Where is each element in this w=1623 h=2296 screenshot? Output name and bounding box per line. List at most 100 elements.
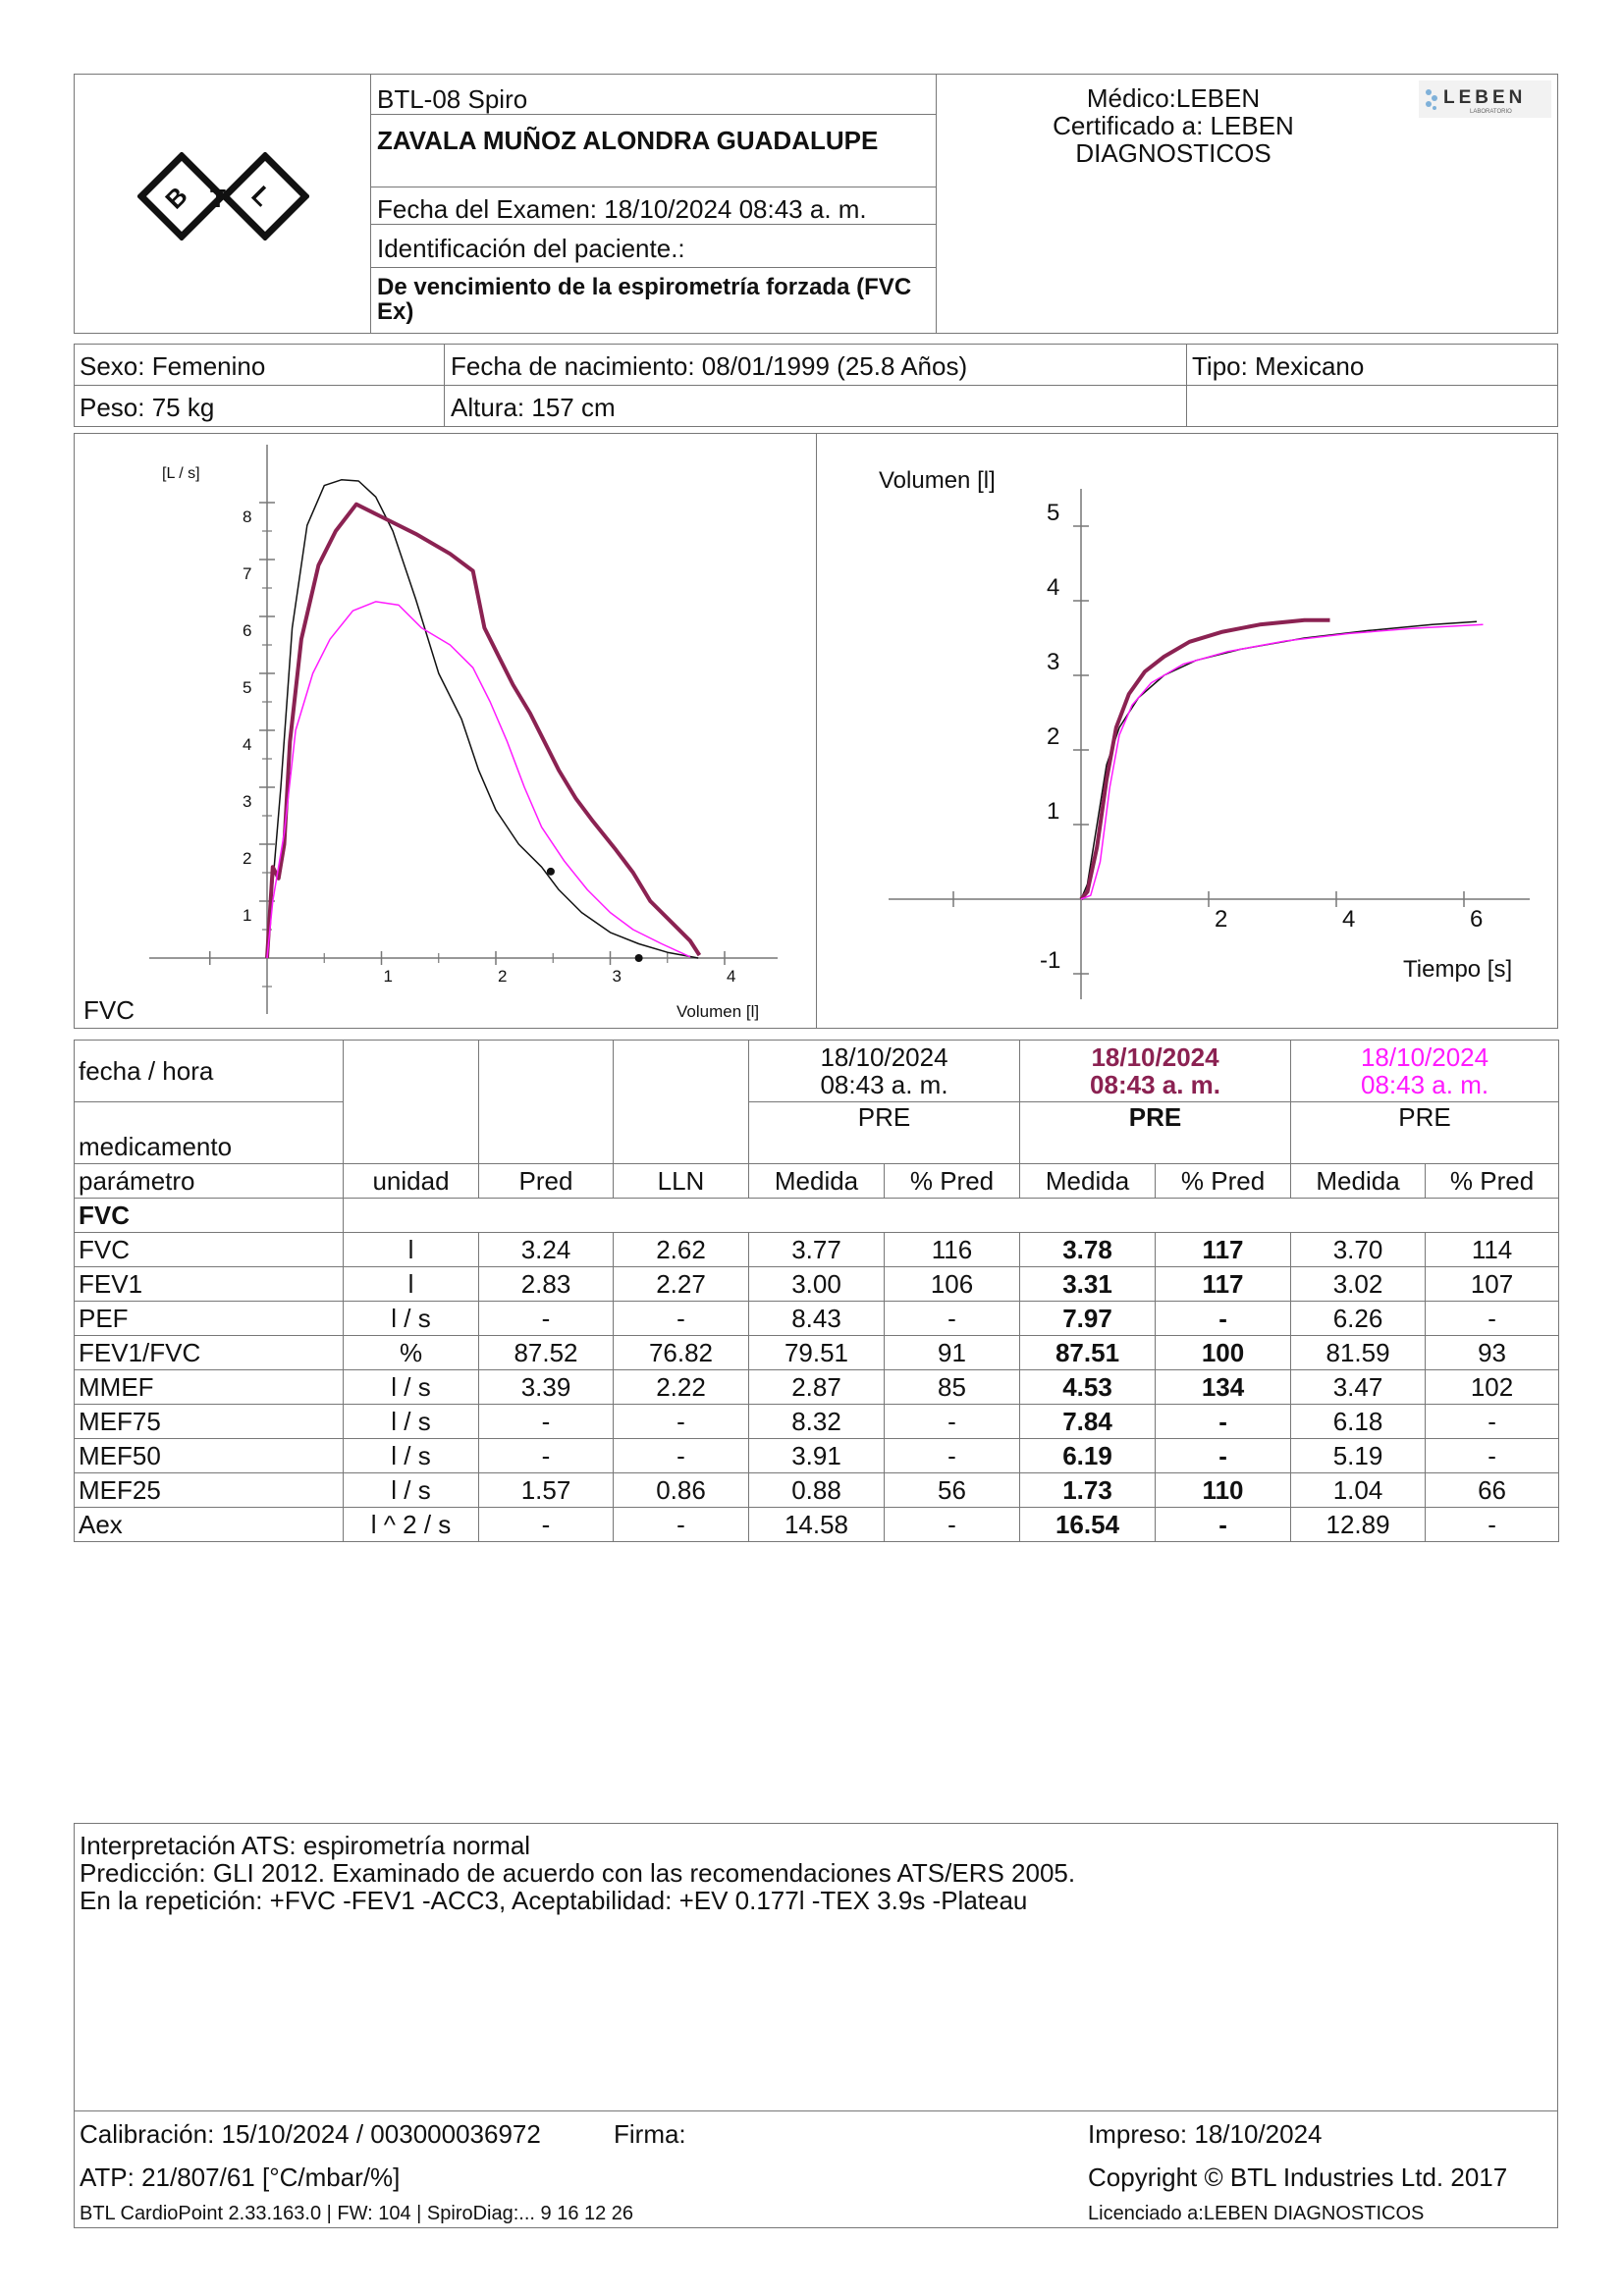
table-cell: 3.31 (1019, 1266, 1157, 1302)
table-cell: 106 (883, 1266, 1021, 1302)
patient-info-rule (74, 385, 1558, 386)
table-cell: - (478, 1438, 614, 1473)
table-cell: 3.24 (478, 1232, 614, 1267)
table-cell: 91 (883, 1335, 1021, 1370)
table-cell: 6.18 (1290, 1404, 1427, 1439)
table-row: MMEF l / s 3.39 2.22 2.87 85 4.53 134 3.47 102 (74, 1369, 1560, 1405)
table-cell: 81.59 (1290, 1335, 1427, 1370)
table-cell: 12.89 (1290, 1507, 1427, 1542)
y-tick-label: 2 (243, 849, 251, 868)
table-cell: - (1425, 1438, 1560, 1473)
table-row: MEF50 l / s - -3.91-6.19-5.19- (74, 1438, 1560, 1473)
table-cell: - (883, 1404, 1021, 1439)
trial-1-med: PRE (747, 1101, 1021, 1164)
doctor-name: Médico:LEBEN (1086, 83, 1261, 113)
patient-dob: Fecha de nacimiento: 08/01/1999 (25.8 Añ… (451, 351, 968, 381)
table-cell: 2.62 (613, 1232, 749, 1267)
table-cell: % (343, 1335, 479, 1370)
trial-1-time: 08:43 a. m. (820, 1070, 948, 1099)
table-cell: 7.97 (1019, 1301, 1157, 1336)
table-cell: - (1155, 1438, 1292, 1473)
table-cell: 3.70 (1290, 1232, 1427, 1267)
leben-logo: LEBEN LABORATORIO (1419, 80, 1551, 120)
table-cell: 7.84 (1019, 1404, 1157, 1439)
y-tick-label: 4 (243, 735, 251, 754)
y-tick-label: 3 (1047, 649, 1059, 675)
table-cell: 110 (1155, 1472, 1292, 1508)
table-cell: 66 (1425, 1472, 1560, 1508)
table-row: MEF75 l / s - -8.32-7.84-6.18- (74, 1404, 1560, 1439)
patient-info-divider (1186, 344, 1187, 427)
x-axis-label: Tiempo [s] (1403, 956, 1512, 983)
chart-corner-label: FVC (83, 995, 135, 1025)
table-cell: 79.51 (748, 1335, 885, 1370)
table-row: FEV1/FVC% 87.52 76.82 79.51 91 87.51 100 81.59 9… (74, 1335, 1560, 1370)
charts-divider (816, 433, 817, 1029)
flow-series-1 (266, 479, 699, 959)
x-tick-label: 3 (613, 967, 622, 986)
svg-text:T: T (210, 184, 226, 213)
table-cell: 3.39 (478, 1369, 614, 1405)
x-tick-label: 4 (727, 967, 735, 986)
col-header: % Pred (1155, 1163, 1292, 1199)
y-tick-label: 5 (1047, 500, 1059, 526)
table-cell: 117 (1155, 1232, 1292, 1267)
table-cell: 56 (883, 1472, 1021, 1508)
parameter-name: MMEF (74, 1369, 344, 1405)
calibration-info: Calibración: 15/10/2024 / 003000036972 (80, 2119, 541, 2149)
table-cell: - (1155, 1507, 1292, 1542)
table-cell: 1.04 (1290, 1472, 1427, 1508)
table-cell: 102 (1425, 1369, 1560, 1405)
table-cell: l / s (343, 1472, 479, 1508)
header-divider-2 (936, 74, 937, 334)
parameter-name: MEF75 (74, 1404, 344, 1439)
svg-text:B: B (159, 181, 192, 214)
flow-series-3 (266, 601, 691, 959)
y-tick-label: 6 (243, 621, 251, 640)
flow-series-2 (265, 502, 702, 959)
table-cell: 3.91 (748, 1438, 885, 1473)
x-tick-label: 1 (384, 967, 393, 986)
software-version: BTL CardioPoint 2.33.163.0 | FW: 104 | S… (80, 2203, 634, 2224)
x-tick-label: 4 (1342, 906, 1355, 933)
svg-text:L: L (245, 180, 278, 212)
table-cell: 0.88 (748, 1472, 885, 1508)
table-cell: - (1155, 1404, 1292, 1439)
patient-height: Altura: 157 cm (451, 393, 616, 422)
table-cell: 6.26 (1290, 1301, 1427, 1336)
section-label: FVC (74, 1198, 344, 1233)
interpretation-line: Interpretación ATS: espirometría normal (80, 1831, 531, 1860)
table-cell: 2.87 (748, 1369, 885, 1405)
table-cell: 4.53 (1019, 1369, 1157, 1405)
patient-type: Tipo: Mexicano (1192, 351, 1365, 381)
x-axis-label: Volumen [l] (676, 1002, 759, 1021)
table-cell: - (613, 1404, 749, 1439)
table-cell: 3.00 (748, 1266, 885, 1302)
table-cell: 117 (1155, 1266, 1292, 1302)
interpretation-box (74, 1823, 1558, 2228)
results-table: fecha / hora 18/10/2024 08:43 a. m. 18/1… (74, 1040, 1560, 1542)
table-cell: - (1425, 1507, 1560, 1542)
table-cell: l (343, 1232, 479, 1267)
patient-sex: Sexo: Femenino (80, 351, 266, 381)
table-cell: 14.58 (748, 1507, 885, 1542)
table-cell: - (613, 1507, 749, 1542)
trial-2-time: 08:43 a. m. (1090, 1070, 1221, 1099)
trial-3-datetime: 18/10/2024 08:43 a. m. (1290, 1040, 1560, 1102)
trial-2-med: PRE (1019, 1101, 1292, 1164)
table-cell: 0.86 (613, 1472, 749, 1508)
col-header: % Pred (1425, 1163, 1560, 1199)
parameter-name: MEF50 (74, 1438, 344, 1473)
device-name: BTL-08 Spiro (377, 84, 528, 114)
patient-info-divider (444, 344, 445, 427)
table-cell: 16.54 (1019, 1507, 1157, 1542)
exam-date: Fecha del Examen: 18/10/2024 08:43 a. m. (377, 194, 867, 224)
header-divider-1 (370, 74, 371, 334)
trial-3-date: 18/10/2024 (1360, 1042, 1489, 1072)
signature-label: Firma: (614, 2119, 686, 2149)
y-tick-label: 5 (243, 678, 251, 697)
parameter-name: PEF (74, 1301, 344, 1336)
table-cell: 2.22 (613, 1369, 749, 1405)
col-header: Medida (748, 1163, 885, 1199)
flow-volume-chart: 1 2 3 4 1 2 3 4 5 6 7 8 [L / s] Volumen [l] FVC (83, 445, 778, 1025)
